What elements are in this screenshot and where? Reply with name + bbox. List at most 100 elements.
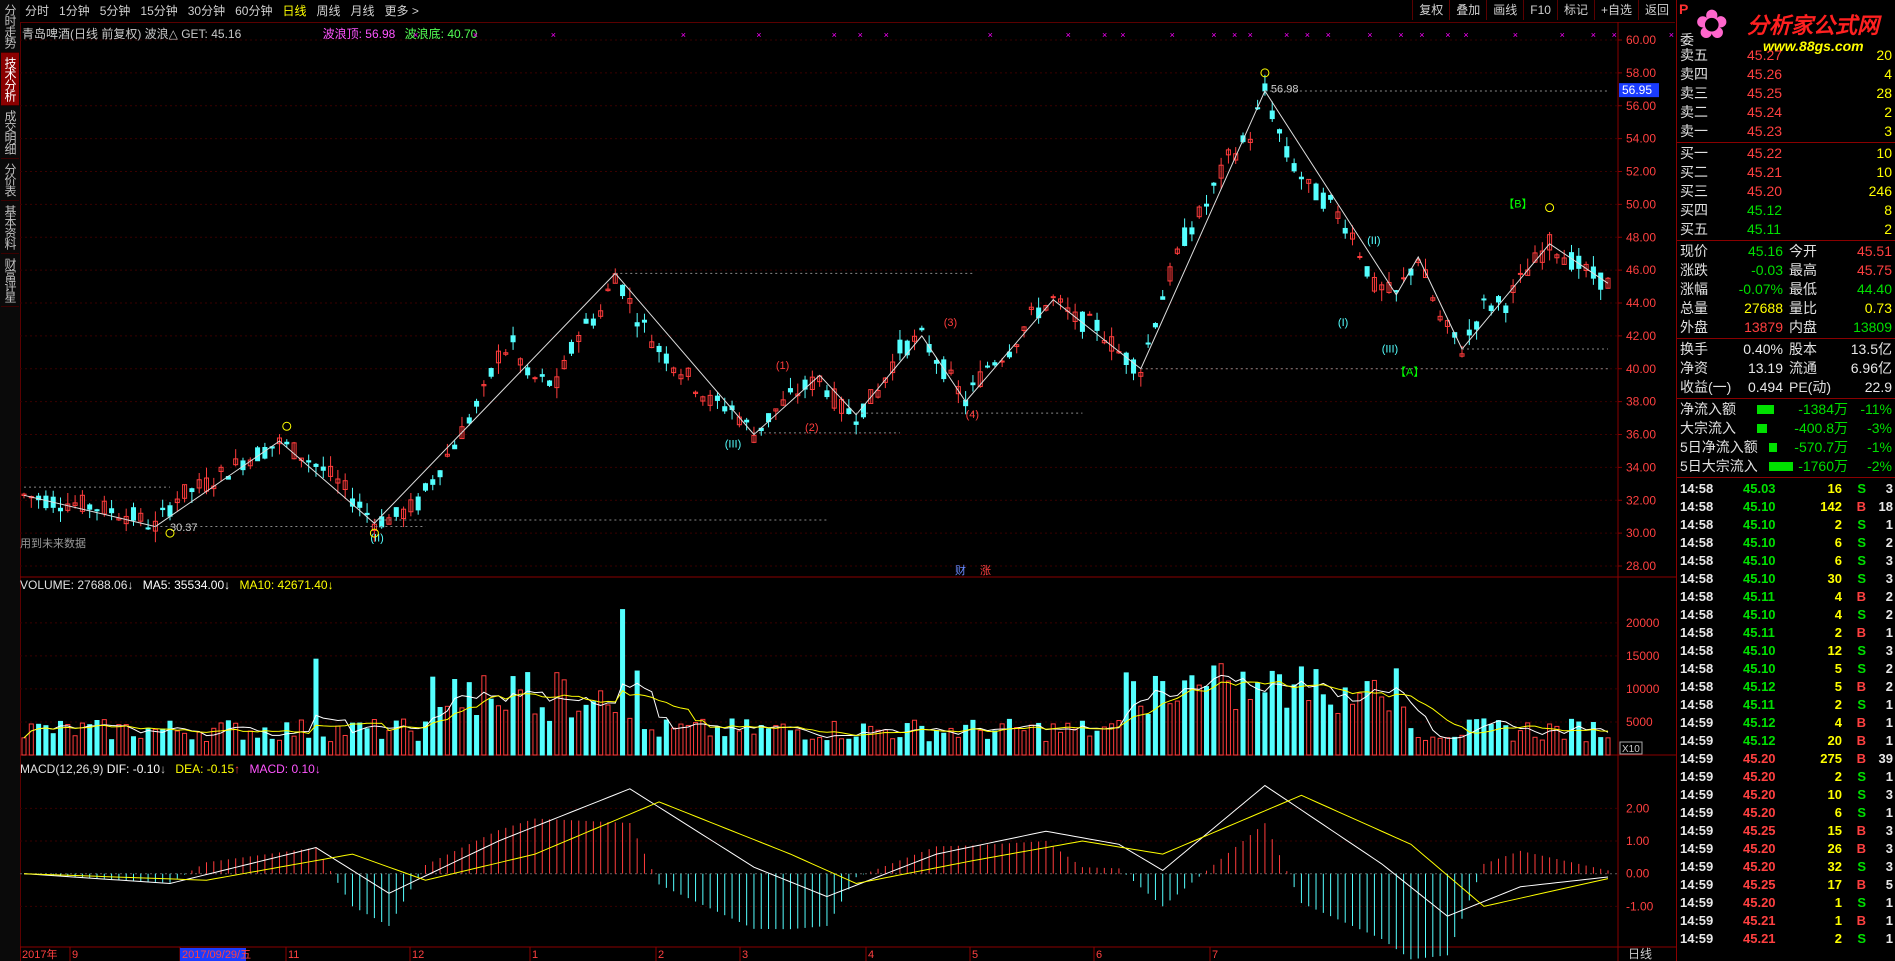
left-tab-4[interactable]: 分价表	[1, 159, 19, 201]
bid-volume: 8	[1884, 202, 1892, 218]
volume-bar	[1087, 735, 1093, 756]
volume-bar	[1532, 736, 1538, 756]
volume-bar	[919, 725, 925, 756]
tick-row: 14:58 45.10 12 S 3	[1677, 642, 1895, 660]
quote-value-2: 45.51	[1856, 243, 1892, 259]
volume-bar	[130, 736, 137, 756]
tick-count: 2	[1885, 661, 1893, 676]
volume-bar	[1028, 724, 1034, 756]
tick-count: 1	[1885, 931, 1893, 946]
period-tab-5[interactable]: 30分钟	[187, 4, 226, 18]
volume-bar	[1495, 720, 1502, 756]
volume-bar	[145, 727, 151, 756]
tick-side: S	[1857, 697, 1866, 712]
kline-chart[interactable]: 60.0058.0056.0054.0052.0050.0048.0046.00…	[20, 22, 1676, 961]
candle-body	[1547, 234, 1553, 251]
period-tab-6[interactable]: 60分钟	[235, 4, 273, 18]
tick-time: 14:58	[1680, 697, 1714, 712]
candle-body	[233, 458, 239, 466]
candle-body	[671, 367, 677, 374]
period-tab-4[interactable]: 15分钟	[140, 4, 178, 18]
fundamentals-row: 净资 13.19 流通 6.96亿	[1677, 359, 1895, 378]
candle-body	[218, 466, 224, 472]
bid-row[interactable]: 买五 45.11 2	[1677, 220, 1895, 239]
ask-row[interactable]: 卖四 45.26 4	[1677, 65, 1895, 84]
volume-bar	[627, 717, 633, 756]
tool-button-6[interactable]: +自选	[1593, 0, 1638, 20]
bid-price: 45.11	[1747, 221, 1781, 237]
tick-volume: 12	[1827, 643, 1842, 658]
volume-bar	[977, 730, 983, 756]
tick-volume: 15	[1827, 823, 1842, 838]
volume-bar	[985, 738, 991, 756]
candle-body	[663, 353, 669, 364]
candle-body	[598, 310, 604, 317]
candle-body	[882, 377, 888, 383]
period-tab-10[interactable]: 更多 >	[384, 4, 419, 18]
fundamentals-row: 换手 0.40% 股本 13.5亿	[1677, 340, 1895, 359]
volume-bar	[225, 720, 231, 756]
volume-bar	[1320, 694, 1326, 756]
volume-bar	[1561, 738, 1567, 756]
macd-axis-label: 1.00	[1626, 834, 1650, 848]
volume-bar	[941, 732, 947, 756]
volume-bar	[240, 739, 246, 756]
fund-value-1: 0.494	[1747, 379, 1783, 395]
volume-bar	[138, 737, 144, 756]
volume-bar	[554, 672, 560, 756]
tool-button-1[interactable]: 复权	[1412, 0, 1449, 20]
period-tab-7[interactable]: 日线	[282, 4, 307, 18]
candle-body	[1466, 329, 1472, 336]
period-tab-3[interactable]: 5分钟	[99, 4, 131, 18]
left-tab-2[interactable]: 技术分析	[1, 53, 19, 106]
ask-row[interactable]: 卖二 45.24 2	[1677, 103, 1895, 122]
annotation-wIII2: (III)	[1382, 343, 1399, 355]
tool-button-4[interactable]: F10	[1523, 0, 1557, 20]
bid-row[interactable]: 买三 45.20 246	[1677, 182, 1895, 201]
bid-row[interactable]: 买四 45.12 8	[1677, 201, 1895, 220]
bid-row[interactable]: 买二 45.21 10	[1677, 163, 1895, 182]
ask-row[interactable]: 卖一 45.23 3	[1677, 122, 1895, 141]
fund-key-2: 股本	[1789, 341, 1817, 357]
tick-count: 2	[1885, 535, 1893, 550]
volume-bar	[1189, 675, 1195, 756]
volume-bar	[335, 725, 341, 756]
volume-bar	[897, 737, 903, 756]
left-tab-6[interactable]: 财富评星	[1, 254, 19, 307]
bid-row[interactable]: 买一 45.22 10	[1677, 144, 1895, 163]
volume-bar	[1079, 720, 1085, 756]
period-tab-8[interactable]: 周线	[316, 4, 341, 18]
ask-row[interactable]: 卖五 45.27 20	[1677, 46, 1895, 65]
ask-label: 卖一	[1680, 123, 1708, 139]
tick-row: 14:59 45.20 6 S 1	[1677, 804, 1895, 822]
period-tab-9[interactable]: 月线	[350, 4, 375, 18]
period-tab-1[interactable]: 分时	[25, 4, 50, 18]
ask-label: 卖四	[1680, 66, 1708, 82]
date-axis-label: 11	[288, 949, 299, 961]
tool-button-5[interactable]: 标记	[1556, 0, 1594, 20]
ask-row[interactable]: 卖三 45.25 28	[1677, 84, 1895, 103]
tool-button-3[interactable]: 画线	[1486, 0, 1523, 20]
volume-bar	[152, 728, 158, 756]
volume-bar	[65, 724, 71, 756]
volume-bar	[970, 719, 976, 756]
candle-body	[933, 360, 939, 364]
left-tab-1[interactable]: 分时走势	[1, 0, 19, 53]
volume-bar	[1284, 707, 1290, 756]
candle-body	[488, 368, 494, 377]
candle-body	[1014, 344, 1020, 348]
left-tab-3[interactable]: 成交明细	[1, 106, 19, 159]
tick-time: 14:58	[1680, 499, 1714, 514]
bid-volume: 10	[1876, 164, 1892, 180]
period-tab-2[interactable]: 1分钟	[59, 4, 90, 18]
tick-volume: 4	[1834, 715, 1842, 730]
ask-volume: 2	[1884, 104, 1892, 120]
tool-button-2[interactable]: 叠加	[1449, 0, 1486, 20]
tool-button-7[interactable]: 返回	[1637, 0, 1675, 20]
flow-label: 大宗流入	[1680, 420, 1736, 436]
left-tab-5[interactable]: 基本资料	[1, 201, 19, 254]
tick-time: 14:59	[1680, 733, 1714, 748]
volume-bar	[1262, 692, 1268, 756]
volume-bar	[678, 723, 684, 756]
candles	[21, 74, 1611, 543]
